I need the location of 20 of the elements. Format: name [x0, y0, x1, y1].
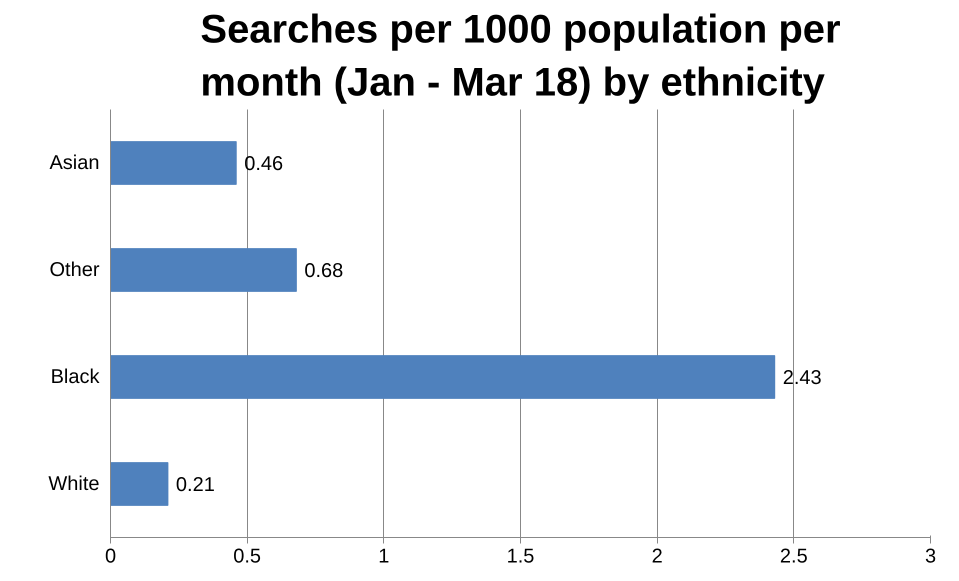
y-tick-label: Other	[49, 259, 100, 281]
x-tick-label: 0.5	[233, 546, 262, 568]
x-tick-label: 2	[652, 546, 663, 568]
x-tick-label: 3	[924, 546, 936, 568]
y-tick-label: Black	[50, 366, 100, 388]
x-tick-label: 1.5	[506, 546, 534, 568]
bar	[110, 355, 776, 399]
data-label: 0.46	[244, 153, 284, 175]
y-tick-label: Asian	[49, 152, 100, 174]
x-tick-label: 1	[378, 546, 390, 568]
y-tick-label: White	[48, 473, 100, 495]
x-tick-label: 2.5	[780, 546, 808, 568]
bar	[110, 248, 297, 292]
chart-title: Searches per 1000 population per month (Jan - Mar 18) by ethnicity	[200, 8, 841, 104]
bar	[110, 462, 168, 506]
x-tick-label: 0	[104, 546, 116, 568]
data-label: 0.68	[304, 260, 344, 282]
data-label: 2.43	[782, 367, 822, 389]
bar	[110, 141, 237, 185]
data-label: 0.21	[176, 474, 215, 496]
